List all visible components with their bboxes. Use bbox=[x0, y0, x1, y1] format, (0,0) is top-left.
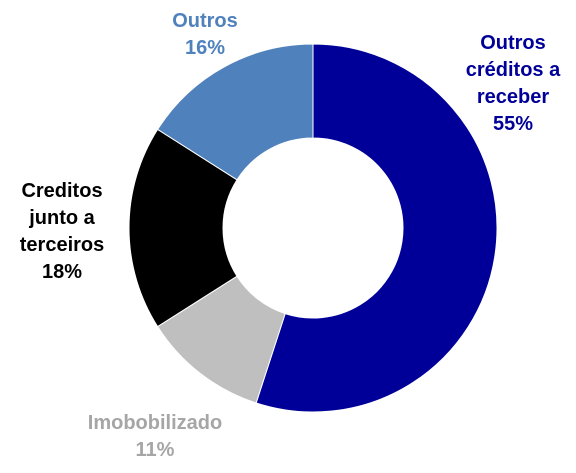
category-label: Outros créditos a receber bbox=[465, 32, 561, 108]
segment-label: Imobobilizado 11% bbox=[50, 410, 260, 464]
donut-segment bbox=[156, 43, 314, 181]
value-label: 11% bbox=[135, 439, 175, 461]
category-label: Imobobilizado bbox=[87, 412, 223, 434]
segment-label: Creditos junto a terceiros 18% bbox=[0, 178, 124, 286]
donut-segment bbox=[128, 128, 238, 328]
segment-label: Outros 16% bbox=[145, 8, 265, 62]
segment-label: Outros créditos a receber 55% bbox=[452, 30, 574, 138]
category-label: Creditos junto a terceiros bbox=[19, 180, 105, 256]
value-label: 55% bbox=[492, 113, 534, 135]
category-label: Outros bbox=[172, 10, 238, 32]
value-label: 16% bbox=[184, 37, 226, 59]
value-label: 18% bbox=[41, 261, 83, 283]
donut-segment bbox=[255, 43, 498, 413]
